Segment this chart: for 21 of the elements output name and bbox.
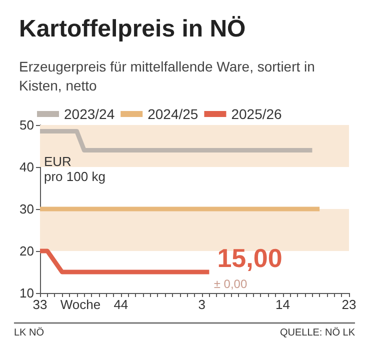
y-tick-label: 20 bbox=[20, 244, 34, 258]
source-note: QUELLE: NÖ LK bbox=[280, 326, 356, 338]
legend-label: 2023/24 bbox=[64, 106, 115, 122]
x-axis-title: Woche bbox=[60, 297, 101, 312]
y-tick-label: 10 bbox=[20, 286, 34, 300]
data-label: 15,00 bbox=[217, 243, 282, 273]
y-tick-label: 50 bbox=[20, 118, 34, 132]
x-tick-label: 14 bbox=[276, 297, 290, 312]
x-tick-label: 23 bbox=[342, 297, 356, 312]
y-tick-label: 40 bbox=[20, 160, 34, 174]
legend-label: 2024/25 bbox=[148, 106, 198, 122]
text: LK NÖ bbox=[14, 326, 44, 338]
chart-title: Kartoffelpreis in NÖ bbox=[19, 16, 246, 42]
x-tick-label: 44 bbox=[114, 297, 128, 312]
legend-label: 2025/26 bbox=[231, 106, 282, 122]
x-tick-label: 33 bbox=[32, 297, 48, 312]
annotation: ± 0,00 bbox=[214, 277, 248, 291]
y-tick-label: 30 bbox=[20, 202, 34, 216]
y-axis-title: EUR pro 100 kg bbox=[44, 154, 106, 184]
chart-subtitle: Erzeugerpreis für mittelfallende Ware, sortiert in Kisten, netto bbox=[19, 58, 319, 94]
x-tick-label: 3 bbox=[198, 297, 206, 312]
